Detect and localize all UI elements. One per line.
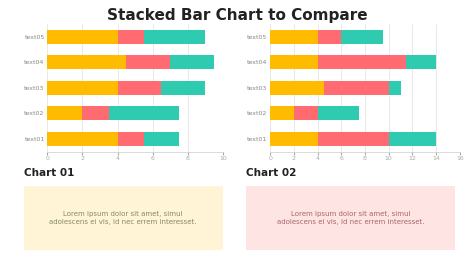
Bar	[270, 55, 318, 69]
Bar	[170, 55, 214, 69]
Bar	[47, 30, 118, 44]
Bar	[318, 55, 406, 69]
Bar	[47, 81, 118, 95]
Bar	[318, 30, 341, 44]
Bar	[109, 106, 179, 120]
Bar	[126, 55, 170, 69]
Text: Chart 01: Chart 01	[24, 168, 74, 178]
Text: Lorem ipsum dolor sit amet, simul
adolescens ei vis, id nec errem interesset.: Lorem ipsum dolor sit amet, simul adoles…	[277, 211, 425, 225]
Bar	[144, 30, 205, 44]
Bar	[270, 106, 294, 120]
Bar	[118, 132, 144, 146]
Bar	[161, 81, 205, 95]
Bar	[318, 132, 389, 146]
Bar	[270, 30, 318, 44]
Bar	[82, 106, 109, 120]
Bar	[47, 106, 82, 120]
Bar	[144, 132, 179, 146]
Bar	[341, 30, 383, 44]
Bar	[406, 55, 436, 69]
Bar	[118, 30, 144, 44]
Bar	[318, 106, 359, 120]
Bar	[270, 81, 323, 95]
Text: Lorem ipsum dolor sit amet, simul
adolescens ei vis, id nec errem interesset.: Lorem ipsum dolor sit amet, simul adoles…	[49, 211, 197, 225]
Text: Stacked Bar Chart to Compare: Stacked Bar Chart to Compare	[107, 8, 367, 23]
Bar	[294, 106, 318, 120]
Bar	[389, 132, 436, 146]
Bar	[323, 81, 389, 95]
Bar	[270, 132, 318, 146]
Bar	[118, 81, 161, 95]
Bar	[47, 132, 118, 146]
Bar	[389, 81, 401, 95]
Text: Chart 02: Chart 02	[246, 168, 297, 178]
Bar	[47, 55, 126, 69]
